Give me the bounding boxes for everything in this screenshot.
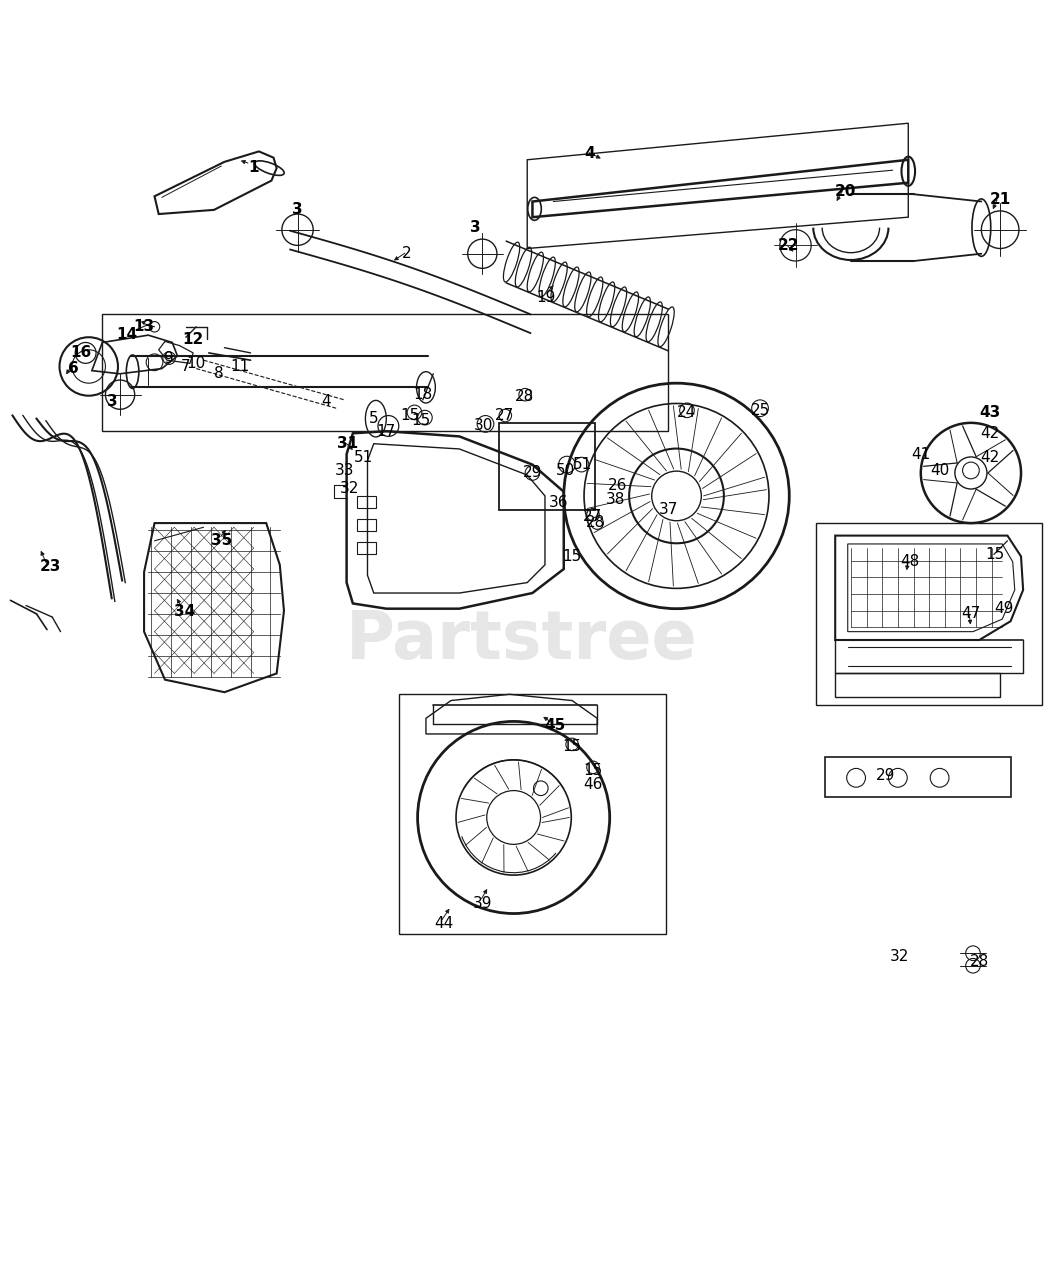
Bar	[357, 518, 376, 531]
Text: 38: 38	[607, 492, 625, 507]
Text: 42: 42	[980, 426, 999, 440]
Text: 42: 42	[980, 449, 999, 465]
Text: 15: 15	[986, 547, 1004, 562]
Text: 15: 15	[411, 413, 430, 429]
Text: Partstree: Partstree	[347, 607, 697, 673]
Text: 15: 15	[401, 408, 420, 422]
Text: 14: 14	[117, 326, 138, 342]
Bar	[357, 495, 376, 508]
Text: 29: 29	[876, 768, 895, 783]
Text: 41: 41	[911, 447, 930, 462]
Text: 44: 44	[434, 916, 453, 932]
Text: 15: 15	[563, 549, 582, 564]
Text: 11: 11	[231, 358, 250, 374]
Text: 7: 7	[181, 358, 191, 374]
Text: 20: 20	[835, 183, 856, 198]
Text: 51: 51	[573, 457, 592, 472]
Text: 15: 15	[563, 739, 582, 754]
Text: 39: 39	[473, 896, 492, 910]
Text: 21: 21	[990, 192, 1011, 207]
Text: 50: 50	[556, 463, 575, 479]
Text: 10: 10	[187, 356, 206, 371]
Text: 46: 46	[584, 777, 602, 791]
Text: 2: 2	[402, 246, 412, 261]
Text: 47: 47	[962, 607, 980, 621]
Text: 9: 9	[164, 351, 174, 366]
Text: 35: 35	[211, 534, 232, 548]
Text: 51: 51	[354, 449, 373, 465]
Text: 6: 6	[68, 361, 78, 376]
Text: 36: 36	[549, 494, 568, 509]
Text: 8: 8	[214, 366, 224, 381]
Text: 23: 23	[40, 559, 61, 575]
Text: 49: 49	[995, 602, 1014, 616]
Text: 24: 24	[678, 404, 696, 420]
Text: 13: 13	[134, 319, 155, 334]
Text: 3: 3	[108, 394, 118, 410]
Text: 30: 30	[474, 419, 493, 434]
Text: 4: 4	[585, 146, 595, 161]
Text: 31: 31	[337, 436, 358, 452]
Text: 45: 45	[545, 718, 566, 733]
Text: 19: 19	[537, 291, 555, 305]
Text: 17: 17	[377, 424, 396, 439]
Text: 28: 28	[970, 954, 989, 969]
Text: 29: 29	[523, 466, 542, 480]
Text: 25: 25	[751, 403, 769, 417]
Text: 40: 40	[930, 463, 949, 479]
Text: 1: 1	[248, 160, 259, 174]
Text: 26: 26	[609, 477, 627, 493]
Text: 15: 15	[584, 763, 602, 778]
Text: 27: 27	[584, 509, 602, 525]
Text: 3: 3	[292, 202, 303, 218]
Text: 34: 34	[174, 604, 195, 620]
Text: 32: 32	[891, 948, 909, 964]
Text: 3: 3	[470, 220, 480, 236]
Text: 33: 33	[335, 463, 354, 479]
Bar	[357, 541, 376, 554]
Text: 18: 18	[413, 387, 432, 402]
Text: 22: 22	[778, 238, 799, 253]
Text: 27: 27	[495, 408, 514, 422]
Text: 48: 48	[901, 554, 920, 570]
Text: 43: 43	[979, 404, 1000, 420]
Text: 4: 4	[321, 394, 331, 410]
Text: 32: 32	[340, 481, 359, 497]
Text: 5: 5	[369, 411, 379, 426]
Text: 28: 28	[515, 389, 533, 404]
Text: 16: 16	[71, 346, 92, 361]
Text: 37: 37	[659, 502, 678, 517]
Text: 28: 28	[586, 515, 604, 530]
Text: 12: 12	[183, 332, 204, 347]
